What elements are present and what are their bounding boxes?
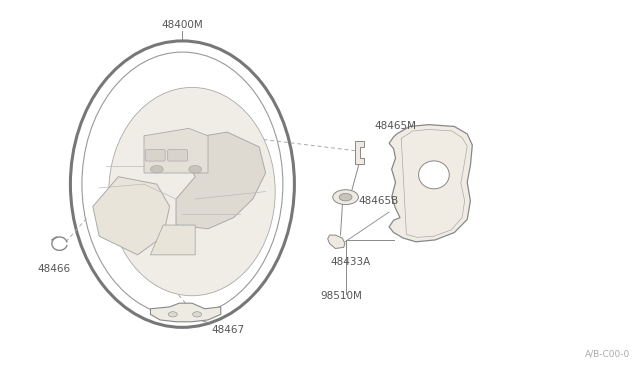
Text: 48465B: 48465B [358,196,399,206]
Circle shape [339,193,352,201]
Circle shape [168,312,177,317]
Polygon shape [150,225,195,255]
Circle shape [189,166,202,173]
Circle shape [333,190,358,205]
Text: 48467: 48467 [211,326,244,335]
Circle shape [193,312,202,317]
Text: 48465M: 48465M [374,122,417,131]
Polygon shape [93,177,170,255]
Text: A/B-C00-0: A/B-C00-0 [585,350,630,359]
Circle shape [150,166,163,173]
Text: 98510M: 98510M [320,291,362,301]
FancyBboxPatch shape [168,150,188,161]
Text: 48400M: 48400M [162,20,204,30]
Polygon shape [144,128,208,173]
Ellipse shape [419,161,449,189]
Polygon shape [355,141,364,164]
Polygon shape [328,235,345,248]
Polygon shape [150,303,221,322]
FancyBboxPatch shape [145,150,165,161]
Polygon shape [389,125,472,242]
Polygon shape [176,132,266,229]
Text: 48466: 48466 [37,264,70,273]
Ellipse shape [109,87,275,296]
Text: 48433A: 48433A [330,257,371,267]
